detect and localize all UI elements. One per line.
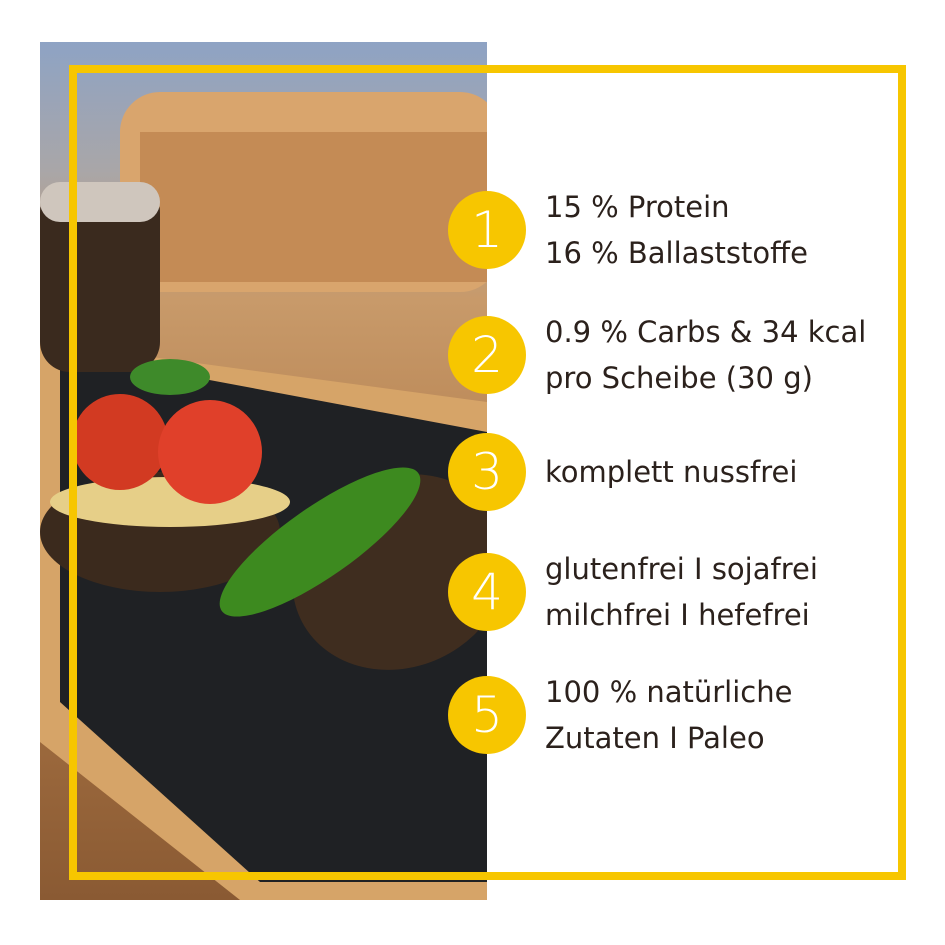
number-badge: 2 xyxy=(448,316,526,394)
feature-text: komplett nussfrei xyxy=(545,455,798,489)
feature-text: milchfrei I hefefrei xyxy=(545,598,810,632)
feature-text: glutenfrei I sojafrei xyxy=(545,552,818,586)
feature-text: pro Scheibe (30 g) xyxy=(545,361,813,395)
feature-2: 2 0.9 % Carbs & 34 kcal pro Scheibe (30 g… xyxy=(448,315,866,395)
number-badge: 3 xyxy=(448,433,526,511)
number-badge: 1 xyxy=(448,191,526,269)
bread-photo xyxy=(40,42,487,900)
feature-3: 3 komplett nussfrei xyxy=(448,432,797,512)
feature-text: 100 % natürliche xyxy=(545,675,793,709)
number-badge: 5 xyxy=(448,676,526,754)
feature-text: Zutaten I Paleo xyxy=(545,721,765,755)
feature-5: 5 100 % natürliche Zutaten I Paleo xyxy=(448,675,792,755)
feature-4: 4 glutenfrei I sojafrei milchfrei I hefef… xyxy=(448,552,818,632)
feature-text: 15 % Protein xyxy=(545,190,730,224)
yellow-frame xyxy=(69,65,906,880)
number-badge: 4 xyxy=(448,553,526,631)
feature-text: 0.9 % Carbs & 34 kcal xyxy=(545,315,867,349)
feature-text: 16 % Ballaststoffe xyxy=(545,236,808,270)
feature-1: 1 15 % Protein 16 % Ballaststoffe xyxy=(448,190,808,270)
